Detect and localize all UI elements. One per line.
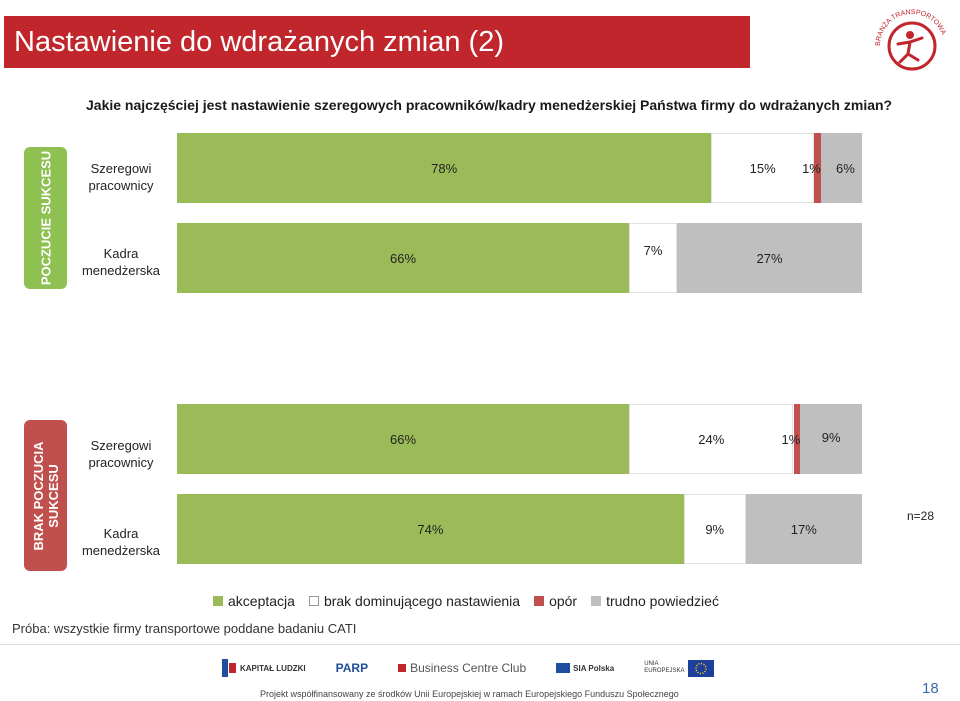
bar-segment-dont-know [745, 494, 862, 564]
bar-segment-neutral [629, 404, 794, 474]
legend-item-dont-know: trudno powiedzieć [591, 593, 719, 609]
bar-data-label: 27% [756, 251, 783, 266]
group-label-no-success: BRAK POCZUCIA SUKCESU [30, 440, 61, 551]
bar-data-label: 6% [836, 161, 855, 176]
legend-swatch-resistance [534, 596, 545, 606]
business-centre-club-logo: Business Centre Club [398, 661, 526, 675]
survey-question: Jakie najczęściej jest nastawienie szere… [86, 97, 893, 113]
group-label-success: POCZUCIE SUKCESU [38, 150, 53, 286]
bar-data-label: 9% [821, 430, 841, 445]
bar-data-label: 24% [698, 432, 725, 447]
legend-swatch-neutral [308, 596, 319, 606]
page-number: 18 [922, 680, 939, 697]
sample-note: Próba: wszystkie firmy transportowe podd… [12, 621, 357, 636]
row-label-success-management: Kadra menedżerska [81, 246, 161, 278]
row-label-nosuccess-management: Kadra menedżerska [81, 526, 161, 558]
legend-swatch-acceptance [213, 596, 223, 606]
bar-data-label: 1% [781, 432, 801, 447]
bar-data-label: 9% [705, 522, 725, 537]
cofinancing-note: Projekt współfinansowany ze środków Unii… [260, 689, 679, 699]
row-label-success-staff: Szeregowi pracownicy [88, 161, 154, 193]
footer-divider [0, 644, 960, 645]
bar-segment-neutral [711, 133, 815, 203]
chart-legend: akceptacja brak dominującego nastawienia… [213, 593, 733, 609]
bar-data-label: 74% [417, 522, 444, 537]
bar-segment-acceptance [177, 133, 712, 203]
bar-segment-neutral [683, 494, 746, 564]
bar-data-label: 15% [749, 161, 776, 176]
legend-item-acceptance: akceptacja [213, 593, 295, 609]
branza-transportowa-logo: BRANŻA TRANSPORTOWA [875, 9, 947, 71]
legend-item-resistance: opór [534, 593, 577, 609]
bar-segment-dont-know [800, 404, 862, 474]
group-tab-success: POCZUCIE SUKCESU [24, 147, 67, 289]
bar-segment-neutral [629, 223, 678, 293]
group-tab-no-success: BRAK POCZUCIA SUKCESU [24, 420, 67, 571]
parp-logo: PARP [335, 661, 369, 675]
bar-data-label: 78% [431, 161, 458, 176]
bar-segment-resistance [793, 404, 801, 474]
kapital-ludzki-logo: KAPITAŁ LUDZKI [222, 659, 306, 677]
sia-polska-logo: SIA Polska [556, 663, 614, 673]
bar-segment-resistance [814, 133, 821, 203]
bar-data-label: 1% [802, 161, 821, 176]
eu-flag-logo: UNIA EUROPEJSKA [644, 659, 715, 677]
bar-data-label: 66% [390, 432, 417, 447]
bar-data-label: 7% [643, 243, 663, 258]
bar-segment-dont-know [677, 223, 862, 293]
bar-segment-acceptance [177, 494, 684, 564]
legend-item-neutral: brak dominującego nastawienia [308, 593, 520, 609]
bar-segment-acceptance [177, 223, 630, 293]
sponsor-logos: KAPITAŁ LUDZKI PARP Business Centre Club… [222, 656, 744, 680]
bar-segment-acceptance [177, 404, 630, 474]
row-label-nosuccess-staff: Szeregowi pracownicy [88, 438, 154, 470]
bar-data-label: 17% [790, 522, 817, 537]
page-title: Nastawienie do wdrażanych zmian (2) [4, 16, 750, 68]
bar-segment-dont-know [820, 133, 862, 203]
legend-swatch-dont-know [591, 596, 602, 606]
sample-size-label: n=28 [907, 509, 935, 523]
bar-data-label: 66% [390, 251, 417, 266]
